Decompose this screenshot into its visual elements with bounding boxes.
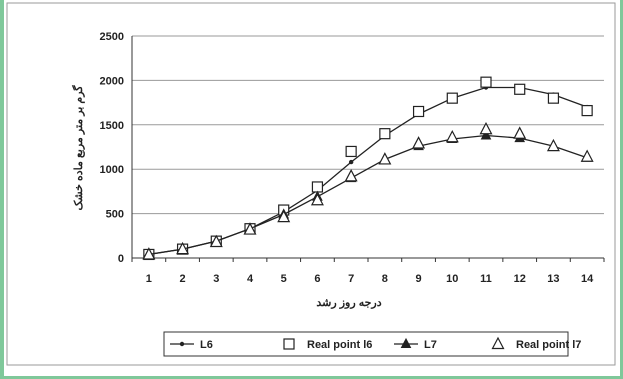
legend-marker	[400, 337, 412, 348]
x-tick-label: 11	[480, 273, 492, 285]
x-tick-label: 2	[180, 273, 186, 285]
y-tick-label: 2500	[100, 31, 124, 43]
x-axis-title: درجه روز رشد	[316, 297, 381, 309]
x-tick-label: 3	[213, 273, 219, 285]
legend-entry: L7	[394, 337, 437, 351]
data-point	[412, 136, 426, 149]
data-point	[348, 159, 354, 165]
x-tick-label: 7	[348, 273, 354, 285]
data-point	[546, 138, 560, 152]
data-point	[581, 104, 593, 117]
data-point	[513, 126, 527, 139]
x-tick-label: 12	[514, 273, 526, 285]
data-point	[446, 92, 458, 104]
legend-label: Real point l6	[307, 339, 372, 351]
data-point	[547, 92, 560, 104]
x-tick-label: 1	[146, 273, 152, 285]
legend-label: L6	[200, 339, 213, 351]
data-point	[176, 241, 190, 255]
x-tick-label: 13	[547, 273, 559, 285]
x-tick-label: 5	[281, 273, 287, 285]
legend-entry: L6	[170, 339, 213, 351]
data-point	[479, 121, 493, 135]
data-point	[311, 181, 324, 193]
data-point	[344, 169, 358, 182]
axis-labels: درجه روز رشد گرم بر متر مربع ماده خشک	[71, 85, 382, 309]
series-l6	[146, 85, 590, 257]
x-tick-label: 9	[416, 273, 422, 285]
data-point	[310, 192, 324, 206]
y-tick-label: 0	[118, 253, 124, 265]
legend-marker	[283, 338, 295, 350]
data-point	[580, 149, 594, 162]
y-tick-label: 500	[106, 209, 124, 221]
legend-label: Real point l7	[516, 339, 581, 351]
legend-marker	[491, 336, 505, 350]
y-axis-title: گرم بر متر مربع ماده خشک	[71, 85, 85, 211]
legend-marker	[179, 341, 185, 347]
series-real-point-l7	[142, 121, 594, 260]
legend-entry: Real point l7	[491, 336, 581, 351]
x-tick-label: 6	[314, 273, 320, 285]
x-tick-label: 4	[247, 273, 254, 285]
y-tick-label: 1000	[100, 164, 124, 176]
plot-area-border	[6, 2, 616, 366]
data-point	[243, 222, 257, 235]
data-point	[379, 128, 391, 140]
legend-label: L7	[424, 339, 437, 351]
series	[142, 76, 594, 261]
data-point	[277, 209, 291, 223]
gridlines	[132, 35, 604, 215]
data-point	[445, 129, 459, 143]
x-tick-label: 10	[446, 273, 458, 285]
data-point	[345, 145, 357, 158]
data-point	[514, 83, 526, 95]
legend-entry: Real point l6	[283, 338, 372, 351]
data-point	[209, 234, 223, 248]
data-point	[480, 129, 492, 140]
data-point	[412, 105, 425, 118]
legend: L6 Real point l6 L7 Real point l7	[163, 331, 581, 357]
series-line	[148, 86, 588, 256]
y-tick-label: 2000	[100, 75, 124, 87]
data-point	[378, 152, 392, 165]
x-tick-label: 8	[382, 273, 388, 285]
x-tick-label: 14	[581, 273, 594, 285]
data-point	[480, 76, 492, 88]
data-point	[142, 247, 156, 260]
y-tick-label: 1500	[100, 120, 124, 132]
